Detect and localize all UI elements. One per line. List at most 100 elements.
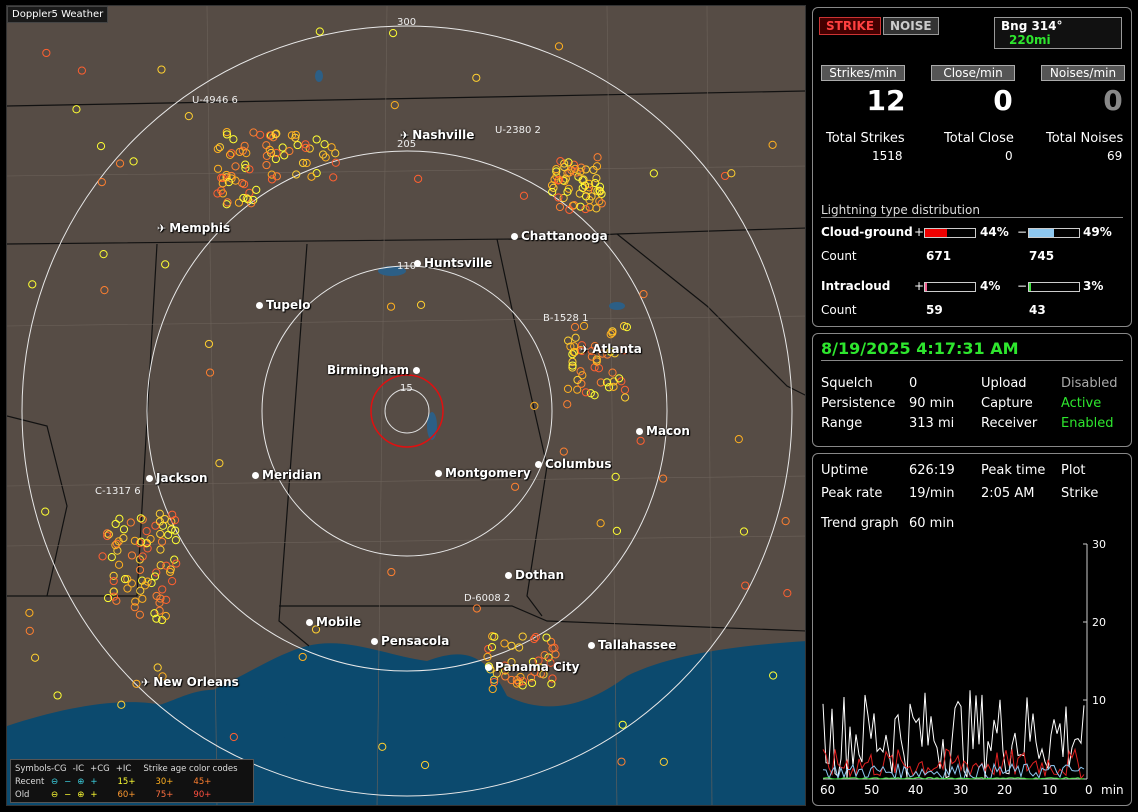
city-dothan: Dothan (505, 568, 564, 582)
strike-marker (472, 73, 481, 82)
city-meridian: Meridian (252, 468, 321, 482)
strike-marker (302, 158, 311, 168)
strike-marker (783, 589, 792, 598)
strike-marker (548, 674, 557, 683)
strikes-rate: 12 (866, 84, 906, 117)
strike-marker (554, 42, 564, 51)
noise-button[interactable]: NOISE (883, 17, 939, 35)
y-tick: 20 (1092, 616, 1106, 629)
strike-marker (590, 391, 599, 400)
city-huntsville: Huntsville (414, 256, 492, 270)
x-tick: 50 (864, 783, 879, 797)
strike-markers (25, 27, 792, 770)
noises-per-min-header[interactable]: Noises/min (1041, 65, 1125, 81)
map-base (7, 6, 805, 805)
strikes-per-min-header[interactable]: Strikes/min (821, 65, 905, 81)
strike-button[interactable]: STRIKE (819, 17, 882, 35)
strike-marker (559, 193, 568, 203)
strike-marker (578, 371, 587, 380)
strike-marker (581, 388, 590, 397)
strike-marker (135, 610, 144, 619)
strike-marker (135, 565, 145, 575)
strike-marker (165, 567, 175, 577)
strike-marker (577, 346, 587, 356)
total-close-label: Total Close (944, 131, 1014, 146)
plot-value[interactable]: Strike (1061, 486, 1099, 501)
strike-marker (222, 127, 231, 137)
strike-marker (243, 195, 253, 204)
strike-marker (114, 560, 124, 569)
strike-marker (636, 436, 645, 445)
storm-cell-label[interactable]: D-6008 2 (464, 593, 511, 604)
strike-marker (112, 539, 121, 548)
lightning-map[interactable]: Doppler5 Weather 300 205 110 15 U-4946 6… (6, 5, 806, 806)
strike-marker (293, 140, 302, 150)
strike-marker (171, 536, 180, 545)
strike-marker (618, 720, 627, 729)
strike-marker (170, 555, 179, 564)
strike-marker (249, 128, 258, 137)
storm-cell-label[interactable]: C-1317 6 (95, 486, 141, 497)
strike-marker (649, 169, 658, 178)
strike-marker (727, 169, 736, 178)
strike-marker (741, 581, 750, 590)
strike-marker (414, 174, 423, 183)
strike-marker (126, 518, 135, 527)
strike-marker (241, 160, 250, 169)
strike-marker (234, 198, 244, 207)
x-tick: 20 (997, 783, 1012, 797)
strike-marker (215, 459, 224, 468)
strike-marker (280, 151, 289, 160)
cg-negative-pct: 49% (1083, 225, 1112, 239)
storm-cell-label[interactable]: U-2380 2 (495, 125, 541, 136)
airplane-icon: ✈ (141, 676, 151, 689)
strike-marker (592, 357, 601, 366)
storm-cell-label[interactable]: B-1528 1 (543, 313, 589, 324)
city-nashville: ✈ Nashville (400, 128, 475, 142)
strike-marker (516, 672, 525, 682)
strike-marker (109, 571, 118, 580)
strike-marker (519, 191, 529, 200)
city-dot-icon (505, 572, 512, 579)
strike-marker (136, 586, 145, 595)
persistence-value: 90 min (909, 396, 955, 411)
strike-marker (611, 472, 620, 481)
strike-marker (576, 367, 585, 376)
strike-marker (239, 193, 248, 203)
strike-marker (115, 514, 124, 523)
x-tick: 30 (953, 783, 968, 797)
storm-cell-label[interactable]: U-4946 6 (192, 95, 238, 106)
receiver-label: Receiver (981, 416, 1038, 431)
strike-marker (307, 172, 316, 181)
ic-negative-bar (1028, 282, 1080, 292)
city-dot-icon (485, 664, 492, 671)
trend-value[interactable]: 60 min (909, 516, 955, 531)
close-per-min-header[interactable]: Close/min (931, 65, 1015, 81)
strike-marker (222, 173, 231, 182)
capture-status: Active (1061, 396, 1102, 411)
y-tick: 10 (1092, 694, 1106, 707)
strike-marker (483, 652, 492, 661)
city-tupelo: Tupelo (256, 298, 311, 312)
strike-marker (563, 187, 572, 196)
strike-marker (156, 545, 165, 554)
range-value: 313 mi (909, 416, 955, 431)
strike-marker (205, 368, 215, 377)
strike-marker (111, 519, 120, 529)
strike-marker (586, 389, 595, 398)
strike-marker (129, 157, 138, 166)
strike-marker (331, 149, 340, 158)
strike-marker (218, 179, 227, 188)
strike-marker (298, 652, 307, 662)
strike-marker (151, 521, 160, 530)
strike-marker (563, 384, 573, 393)
strike-marker (227, 149, 236, 158)
strike-marker (536, 669, 546, 678)
strike-marker (488, 684, 497, 694)
strike-marker (146, 534, 155, 544)
strike-marker (272, 148, 281, 158)
trend-lines (822, 690, 1085, 781)
squelch-label: Squelch (821, 376, 873, 391)
strike-marker (204, 339, 214, 349)
strike-marker (572, 168, 581, 177)
